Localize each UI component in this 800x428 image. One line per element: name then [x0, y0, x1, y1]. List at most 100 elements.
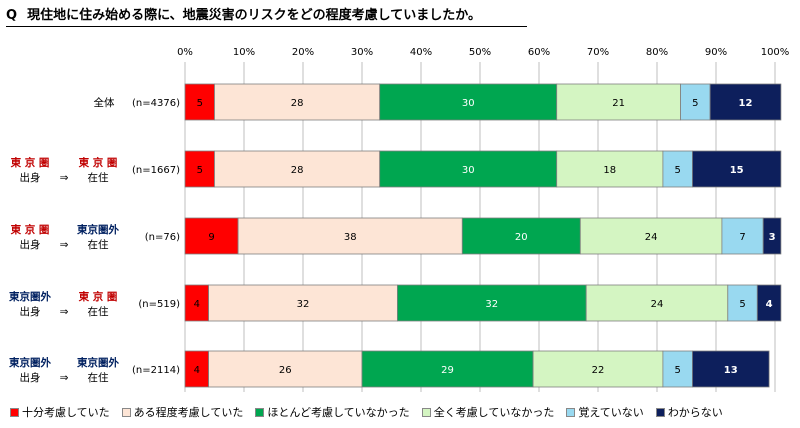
data-label: 5 — [739, 299, 745, 310]
status-label: 在住 — [88, 305, 109, 318]
sample-size-label: (n=2114) — [132, 365, 180, 376]
x-tick-label: 70% — [587, 47, 609, 58]
x-tick-label: 60% — [528, 47, 550, 58]
data-label: 32 — [297, 299, 310, 310]
category-label: 全体 — [94, 96, 115, 109]
arrow-icon: ⇒ — [60, 372, 69, 384]
data-label: 4 — [194, 299, 200, 310]
x-tick-label: 30% — [351, 47, 373, 58]
bar-segment — [396, 284, 587, 322]
status-label: 出身 — [20, 171, 41, 184]
region-label: 東 京 圏 — [11, 156, 50, 169]
bar-segment — [214, 150, 381, 188]
status-label: 在住 — [88, 371, 109, 384]
region-label: 東 京 圏 — [11, 223, 50, 236]
legend: 十分考慮していた ある程度考慮していた ほとんど考慮していなかった 全く考慮していなか… — [10, 404, 723, 420]
region-label: 東 京 圏 — [79, 290, 118, 303]
data-label: 4 — [194, 365, 200, 376]
data-label: 4 — [766, 299, 773, 310]
sample-size-label: (n=4376) — [132, 98, 180, 109]
sample-size-label: (n=76) — [145, 232, 180, 243]
bar-segment — [379, 83, 558, 121]
sample-size-label: (n=1667) — [132, 165, 180, 176]
data-label: 28 — [291, 165, 304, 176]
data-label: 13 — [724, 365, 738, 376]
bar-segment — [361, 350, 534, 388]
bar-segment — [709, 83, 782, 121]
legend-swatch — [566, 407, 576, 417]
region-label: 東京圏外 — [77, 223, 119, 236]
legend-item: ほとんど考慮していなかった — [255, 404, 410, 420]
arrow-icon: ⇒ — [60, 239, 69, 251]
legend-label: わからない — [667, 406, 723, 419]
data-label: 5 — [674, 165, 680, 176]
data-label: 7 — [739, 232, 745, 243]
status-label: 出身 — [20, 238, 41, 251]
data-label: 26 — [279, 365, 292, 376]
data-label: 30 — [462, 165, 475, 176]
bar-segment — [532, 350, 664, 388]
legend-label: 十分考慮していた — [22, 406, 110, 419]
data-label: 38 — [344, 232, 357, 243]
status-label: 在住 — [88, 171, 109, 184]
bar-segment — [184, 150, 215, 188]
x-tick-label: 50% — [469, 47, 491, 58]
question-text: 現住地に住み始める際に、地震災害のリスクをどの程度考慮していましたか。 — [27, 8, 482, 23]
status-label: 出身 — [20, 371, 41, 384]
bar-segment — [721, 217, 764, 255]
bar-segment — [692, 350, 770, 388]
data-label: 30 — [462, 98, 475, 109]
data-label: 24 — [651, 299, 664, 310]
arrow-icon: ⇒ — [60, 306, 69, 318]
data-label: 32 — [485, 299, 498, 310]
legend-swatch — [121, 407, 131, 417]
title-underline — [6, 26, 527, 27]
legend-item: 十分考慮していた — [10, 404, 110, 420]
bar-segment — [214, 83, 381, 121]
data-label: 5 — [692, 98, 698, 109]
arrow-icon: ⇒ — [60, 172, 69, 184]
stacked-bar-chart: 0% 10% 20% 30% 40% 50% 60% 70% 80% 90% 100% 5 28 30 21… — [9, 47, 790, 392]
bar-segment — [208, 350, 363, 388]
bar-segment — [208, 284, 398, 322]
region-label: 東京圏外 — [9, 290, 51, 303]
legend-label: ある程度考慮していた — [133, 406, 244, 419]
status-label: 在住 — [88, 238, 109, 251]
x-tick-label: 90% — [705, 47, 727, 58]
data-label: 5 — [674, 365, 680, 376]
region-label: 東京圏外 — [77, 356, 119, 369]
bar-segment — [556, 83, 682, 121]
legend-label: 全く考慮していなかった — [433, 406, 555, 419]
data-label: 12 — [739, 98, 753, 109]
x-tick-label: 10% — [233, 47, 255, 58]
status-label: 出身 — [20, 305, 41, 318]
bar-segment — [585, 284, 729, 322]
bar-segment — [680, 83, 711, 121]
x-tick-label: 20% — [292, 47, 314, 58]
data-label: 18 — [603, 165, 616, 176]
bar-segment — [756, 284, 782, 322]
bar-segment — [379, 150, 558, 188]
region-label: 東京圏外 — [9, 356, 51, 369]
x-tick-label: 80% — [646, 47, 668, 58]
legend-item: 覚えていない — [566, 404, 644, 420]
x-tick-label: 40% — [410, 47, 432, 58]
data-label: 3 — [769, 232, 776, 243]
bar-segment — [184, 83, 215, 121]
legend-swatch — [655, 407, 665, 417]
data-label: 29 — [441, 365, 454, 376]
bar-segment — [237, 217, 463, 255]
x-tick-label: 100% — [761, 47, 790, 58]
bar-segment — [579, 217, 723, 255]
legend-label: ほとんど考慮していなかった — [267, 406, 410, 419]
data-label: 21 — [612, 98, 625, 109]
legend-item: ある程度考慮していた — [121, 404, 244, 420]
bar-segment — [692, 150, 782, 188]
question-mark-label: Q — [6, 8, 18, 23]
legend-swatch — [10, 407, 19, 417]
data-label: 5 — [197, 98, 203, 109]
legend-swatch — [421, 407, 431, 417]
data-label: 15 — [730, 165, 744, 176]
legend-label: 覚えていない — [578, 406, 644, 419]
x-tick-label: 0% — [177, 47, 193, 58]
